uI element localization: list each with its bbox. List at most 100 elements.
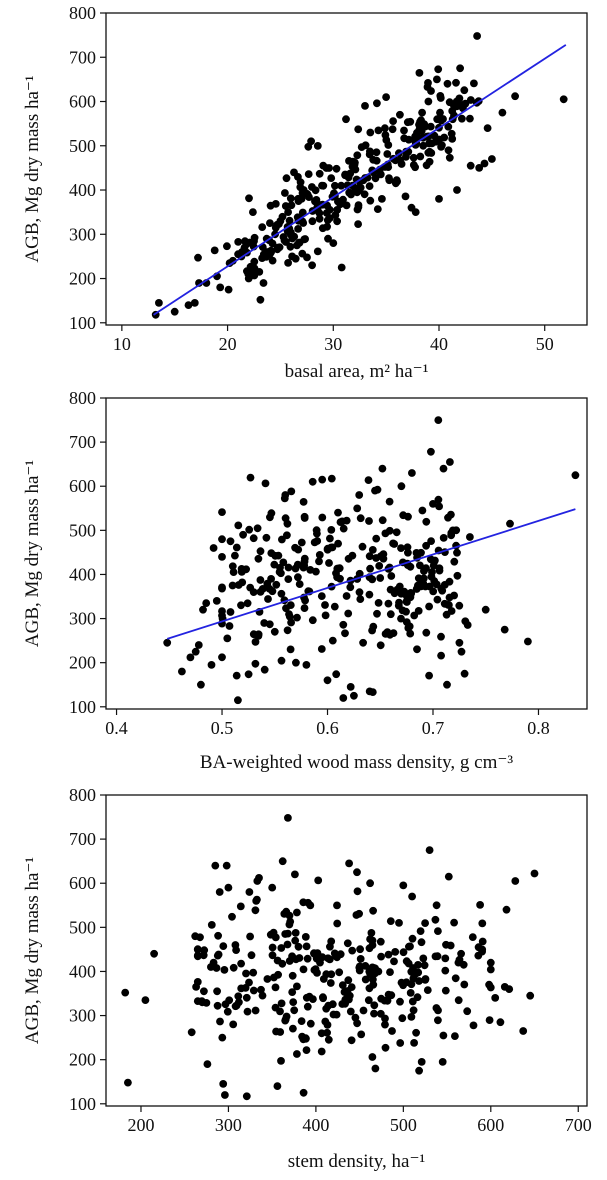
- data-point: [396, 156, 404, 165]
- data-point: [193, 978, 202, 986]
- data-point: [395, 919, 403, 927]
- data-point: [439, 534, 448, 542]
- data-point: [402, 607, 410, 616]
- data-point: [466, 114, 474, 123]
- data-point: [381, 1014, 389, 1023]
- data-point: [457, 647, 466, 656]
- data-point: [439, 115, 447, 123]
- data-point: [364, 476, 373, 484]
- data-point: [284, 563, 293, 572]
- data-point: [207, 921, 216, 929]
- data-point: [430, 557, 439, 565]
- data-point: [277, 999, 286, 1008]
- data-point: [301, 235, 309, 243]
- regression-line: [153, 44, 567, 316]
- data-point: [454, 996, 463, 1005]
- data-point: [358, 542, 367, 551]
- data-point: [326, 979, 335, 987]
- data-point: [291, 254, 300, 263]
- data-point: [348, 946, 357, 955]
- data-point: [486, 958, 495, 967]
- x-tick-label: 30: [324, 334, 342, 354]
- data-point: [281, 930, 290, 938]
- data-point: [285, 612, 294, 621]
- data-point: [369, 155, 378, 164]
- data-point: [242, 969, 250, 978]
- data-point: [445, 593, 454, 602]
- data-point: [433, 595, 442, 604]
- data-point: [488, 155, 496, 163]
- data-point: [470, 79, 478, 88]
- data-point: [213, 1001, 222, 1010]
- data-point: [453, 186, 461, 194]
- data-point: [375, 562, 384, 570]
- data-point: [414, 581, 422, 590]
- data-point: [299, 965, 308, 974]
- data-point: [382, 136, 391, 144]
- data-point: [374, 126, 383, 135]
- data-point: [415, 69, 424, 77]
- data-point: [396, 1039, 405, 1047]
- data-point: [304, 170, 313, 179]
- y-axis-title: AGB, Mg dry mass ha⁻¹: [22, 75, 43, 263]
- data-point: [359, 1006, 368, 1015]
- data-point: [218, 1033, 227, 1042]
- data-point: [327, 970, 336, 979]
- data-point: [313, 142, 322, 150]
- y-tick-label: 300: [69, 609, 96, 629]
- data-point: [260, 665, 269, 674]
- data-point: [478, 937, 487, 946]
- data-point: [337, 263, 346, 272]
- panel-2: 100 200 300 400 500 600 700 800 0.4 0.5 0.6 0.7 0.8 B…: [22, 388, 588, 773]
- data-point: [355, 491, 364, 499]
- data-point: [242, 1092, 251, 1101]
- data-point: [273, 1082, 282, 1090]
- data-point: [437, 632, 445, 641]
- data-point: [373, 99, 381, 108]
- data-point: [524, 637, 532, 646]
- data-point: [277, 589, 286, 598]
- data-point: [417, 1058, 426, 1066]
- y-tick-label: 400: [69, 180, 96, 200]
- data-point: [353, 868, 361, 877]
- data-point: [336, 574, 344, 583]
- data-point: [237, 568, 246, 576]
- data-point: [406, 989, 415, 997]
- data-point: [434, 416, 443, 424]
- plot-frame: [105, 12, 588, 326]
- data-point: [478, 919, 487, 928]
- data-point: [286, 194, 295, 203]
- x-axis-title: basal area, m² ha⁻¹: [285, 361, 429, 382]
- data-point: [285, 216, 294, 225]
- data-point: [278, 857, 287, 866]
- data-point: [408, 469, 416, 477]
- data-point: [416, 927, 425, 935]
- x-tick-label: 600: [477, 1115, 504, 1135]
- data-point: [295, 580, 304, 588]
- data-point: [447, 129, 456, 138]
- data-point: [267, 509, 276, 518]
- y-tick-label: 100: [69, 1094, 96, 1114]
- data-point: [365, 182, 374, 191]
- data-point: [253, 895, 261, 904]
- data-point: [382, 93, 390, 101]
- data-point: [284, 259, 292, 267]
- data-point: [386, 610, 395, 619]
- data-point: [443, 680, 451, 689]
- data-point: [327, 174, 336, 183]
- data-point: [273, 220, 282, 229]
- data-point: [251, 906, 260, 915]
- data-point: [460, 980, 469, 989]
- data-point: [480, 159, 489, 168]
- data-point: [387, 991, 396, 1000]
- data-point: [223, 634, 232, 643]
- data-point: [306, 1019, 315, 1028]
- data-point: [239, 530, 248, 539]
- y-tick-label: 200: [69, 1050, 96, 1070]
- data-point: [215, 888, 224, 896]
- y-tick-label: 200: [69, 653, 96, 673]
- data-point: [466, 96, 475, 104]
- data-point: [414, 961, 422, 969]
- data-point: [226, 537, 235, 546]
- data-point: [427, 447, 435, 456]
